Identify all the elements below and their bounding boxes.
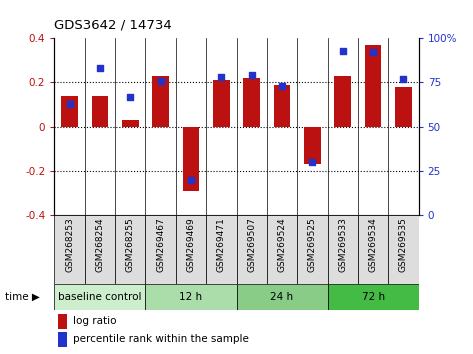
- Point: [248, 73, 255, 78]
- Text: GSM268255: GSM268255: [126, 217, 135, 272]
- Text: log ratio: log ratio: [73, 316, 116, 326]
- Bar: [206, 215, 236, 284]
- Bar: [267, 215, 297, 284]
- Bar: [243, 78, 260, 127]
- Bar: [183, 127, 199, 191]
- Bar: [327, 215, 358, 284]
- Text: GSM269467: GSM269467: [156, 217, 165, 272]
- Text: GSM269525: GSM269525: [308, 217, 317, 272]
- Bar: [236, 284, 327, 310]
- Text: GSM269507: GSM269507: [247, 217, 256, 272]
- Bar: [236, 215, 267, 284]
- Text: GSM268254: GSM268254: [96, 217, 105, 272]
- Bar: [304, 127, 321, 164]
- Point: [278, 83, 286, 89]
- Bar: [58, 314, 67, 329]
- Bar: [115, 215, 146, 284]
- Bar: [297, 215, 327, 284]
- Bar: [54, 215, 85, 284]
- Point: [187, 177, 195, 183]
- Bar: [176, 215, 206, 284]
- Text: GSM269471: GSM269471: [217, 217, 226, 272]
- Bar: [327, 284, 419, 310]
- Bar: [358, 215, 388, 284]
- Bar: [152, 76, 169, 127]
- Bar: [145, 284, 236, 310]
- Text: 72 h: 72 h: [361, 292, 385, 302]
- Text: percentile rank within the sample: percentile rank within the sample: [73, 335, 248, 344]
- Point: [218, 74, 225, 80]
- Bar: [61, 96, 78, 127]
- Bar: [213, 80, 230, 127]
- Point: [126, 94, 134, 99]
- Bar: [54, 284, 146, 310]
- Bar: [365, 45, 381, 127]
- Bar: [92, 96, 108, 127]
- Point: [66, 101, 73, 107]
- Bar: [145, 215, 176, 284]
- Text: 24 h: 24 h: [271, 292, 294, 302]
- Text: GDS3642 / 14734: GDS3642 / 14734: [54, 18, 172, 31]
- Bar: [334, 76, 351, 127]
- Text: GSM269533: GSM269533: [338, 217, 347, 272]
- Bar: [388, 215, 419, 284]
- Point: [157, 78, 165, 84]
- Text: 12 h: 12 h: [179, 292, 202, 302]
- Bar: [274, 85, 290, 127]
- Point: [308, 159, 316, 165]
- Bar: [58, 332, 67, 347]
- Bar: [122, 120, 139, 127]
- Point: [96, 65, 104, 71]
- Text: time ▶: time ▶: [5, 292, 40, 302]
- Text: GSM268253: GSM268253: [65, 217, 74, 272]
- Text: GSM269469: GSM269469: [186, 217, 195, 272]
- Point: [339, 48, 347, 53]
- Text: GSM269535: GSM269535: [399, 217, 408, 272]
- Bar: [395, 87, 412, 127]
- Bar: [85, 215, 115, 284]
- Text: GSM269524: GSM269524: [278, 217, 287, 272]
- Point: [369, 50, 377, 55]
- Text: GSM269534: GSM269534: [368, 217, 377, 272]
- Point: [400, 76, 407, 82]
- Text: baseline control: baseline control: [58, 292, 142, 302]
